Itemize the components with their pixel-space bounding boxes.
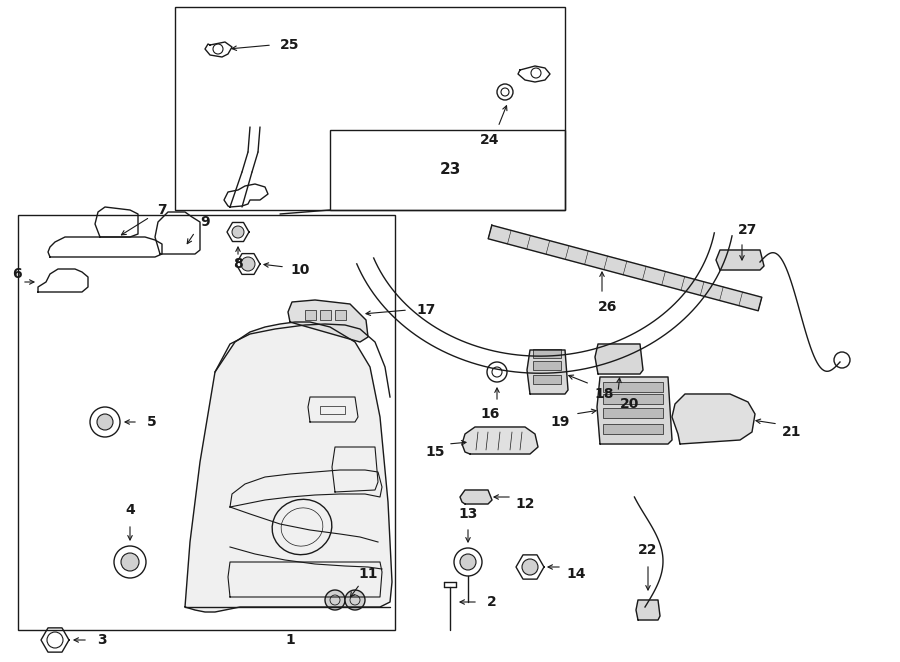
Polygon shape: [488, 225, 761, 310]
Text: 13: 13: [458, 507, 478, 521]
Text: 10: 10: [291, 263, 310, 277]
Text: 16: 16: [481, 407, 500, 421]
Bar: [533, 349, 561, 358]
Text: 2: 2: [487, 595, 497, 609]
Text: 17: 17: [417, 303, 436, 317]
Polygon shape: [288, 300, 368, 342]
Bar: [175, 7, 565, 210]
Text: 18: 18: [594, 387, 614, 401]
Text: 8: 8: [233, 257, 243, 271]
Text: 20: 20: [620, 397, 640, 411]
Circle shape: [522, 559, 538, 575]
Text: 3: 3: [97, 633, 107, 647]
Text: 7: 7: [158, 203, 166, 217]
Bar: [603, 424, 663, 434]
Text: 22: 22: [638, 543, 658, 557]
Text: 11: 11: [358, 567, 378, 581]
Bar: [603, 394, 663, 404]
Circle shape: [97, 414, 113, 430]
Bar: [330, 130, 565, 210]
Bar: [533, 375, 561, 384]
Bar: [533, 361, 561, 370]
Circle shape: [241, 257, 255, 271]
Text: 6: 6: [12, 267, 22, 281]
Text: 1: 1: [285, 633, 295, 647]
Polygon shape: [462, 427, 538, 454]
Circle shape: [121, 553, 139, 571]
Polygon shape: [460, 490, 492, 504]
Bar: [603, 382, 663, 392]
Text: 27: 27: [738, 223, 758, 237]
Text: 24: 24: [481, 133, 500, 147]
Text: 26: 26: [598, 300, 617, 314]
Bar: [335, 310, 346, 320]
Circle shape: [345, 590, 365, 610]
Polygon shape: [185, 322, 392, 612]
Text: 15: 15: [425, 445, 445, 459]
Text: 25: 25: [280, 38, 300, 52]
Text: 23: 23: [439, 162, 461, 177]
Polygon shape: [595, 344, 643, 374]
Polygon shape: [597, 377, 672, 444]
Polygon shape: [716, 250, 764, 270]
Text: 21: 21: [782, 425, 802, 439]
Text: 14: 14: [566, 567, 586, 581]
Text: 5: 5: [147, 415, 157, 429]
Polygon shape: [672, 394, 755, 444]
Text: 9: 9: [200, 215, 210, 229]
Text: 12: 12: [515, 497, 535, 511]
Text: 19: 19: [550, 415, 570, 429]
Circle shape: [460, 554, 476, 570]
Polygon shape: [527, 350, 568, 394]
Bar: [320, 406, 345, 414]
Bar: [305, 310, 316, 320]
Bar: [320, 310, 331, 320]
Circle shape: [325, 590, 345, 610]
Circle shape: [232, 226, 244, 238]
Bar: [603, 408, 663, 418]
Bar: [18, 215, 395, 630]
Text: 4: 4: [125, 503, 135, 517]
Polygon shape: [636, 600, 660, 620]
